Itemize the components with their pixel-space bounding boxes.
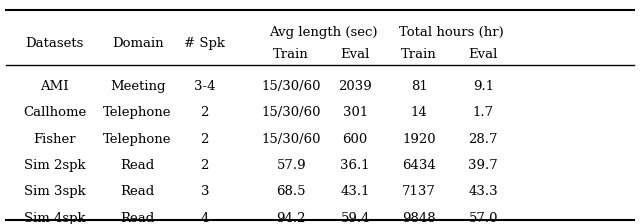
Text: 28.7: 28.7 xyxy=(468,133,498,146)
Text: 14: 14 xyxy=(411,106,428,119)
Text: 1920: 1920 xyxy=(403,133,436,146)
Text: 68.5: 68.5 xyxy=(276,185,306,198)
Text: 9.1: 9.1 xyxy=(472,80,494,93)
Text: Telephone: Telephone xyxy=(103,106,172,119)
Text: 3-4: 3-4 xyxy=(194,80,216,93)
Text: Meeting: Meeting xyxy=(110,80,165,93)
Text: 2: 2 xyxy=(200,133,209,146)
Text: 57.9: 57.9 xyxy=(276,159,306,172)
Text: Eval: Eval xyxy=(340,48,370,61)
Text: Domain: Domain xyxy=(112,37,163,50)
Text: Read: Read xyxy=(120,159,155,172)
Text: Read: Read xyxy=(120,212,155,224)
Text: Fisher: Fisher xyxy=(33,133,76,146)
Text: Train: Train xyxy=(273,48,309,61)
Text: Sim 2spk: Sim 2spk xyxy=(24,159,85,172)
Text: AMI: AMI xyxy=(40,80,68,93)
Text: Callhome: Callhome xyxy=(23,106,86,119)
Text: 43.1: 43.1 xyxy=(340,185,370,198)
Text: # Spk: # Spk xyxy=(184,37,225,50)
Text: Avg length (sec): Avg length (sec) xyxy=(269,26,378,39)
Text: Total hours (hr): Total hours (hr) xyxy=(399,26,504,39)
Text: 15/30/60: 15/30/60 xyxy=(262,133,321,146)
Text: 94.2: 94.2 xyxy=(276,212,306,224)
Text: 15/30/60: 15/30/60 xyxy=(262,80,321,93)
Text: 1.7: 1.7 xyxy=(472,106,494,119)
Text: 7137: 7137 xyxy=(403,185,436,198)
Text: 15/30/60: 15/30/60 xyxy=(262,106,321,119)
Text: 36.1: 36.1 xyxy=(340,159,370,172)
Text: 2: 2 xyxy=(200,159,209,172)
Text: 301: 301 xyxy=(342,106,368,119)
Text: 39.7: 39.7 xyxy=(468,159,498,172)
Text: 9848: 9848 xyxy=(403,212,436,224)
Text: Read: Read xyxy=(120,185,155,198)
Text: Sim 4spk: Sim 4spk xyxy=(24,212,85,224)
Text: Train: Train xyxy=(401,48,437,61)
Text: 600: 600 xyxy=(342,133,368,146)
Text: 81: 81 xyxy=(411,80,428,93)
Text: Sim 3spk: Sim 3spk xyxy=(24,185,85,198)
Text: Eval: Eval xyxy=(468,48,498,61)
Text: 4: 4 xyxy=(200,212,209,224)
Text: Telephone: Telephone xyxy=(103,133,172,146)
Text: 59.4: 59.4 xyxy=(340,212,370,224)
Text: 2039: 2039 xyxy=(339,80,372,93)
Text: 3: 3 xyxy=(200,185,209,198)
Text: 57.0: 57.0 xyxy=(468,212,498,224)
Text: 6434: 6434 xyxy=(403,159,436,172)
Text: 2: 2 xyxy=(200,106,209,119)
Text: Datasets: Datasets xyxy=(25,37,84,50)
Text: 43.3: 43.3 xyxy=(468,185,498,198)
